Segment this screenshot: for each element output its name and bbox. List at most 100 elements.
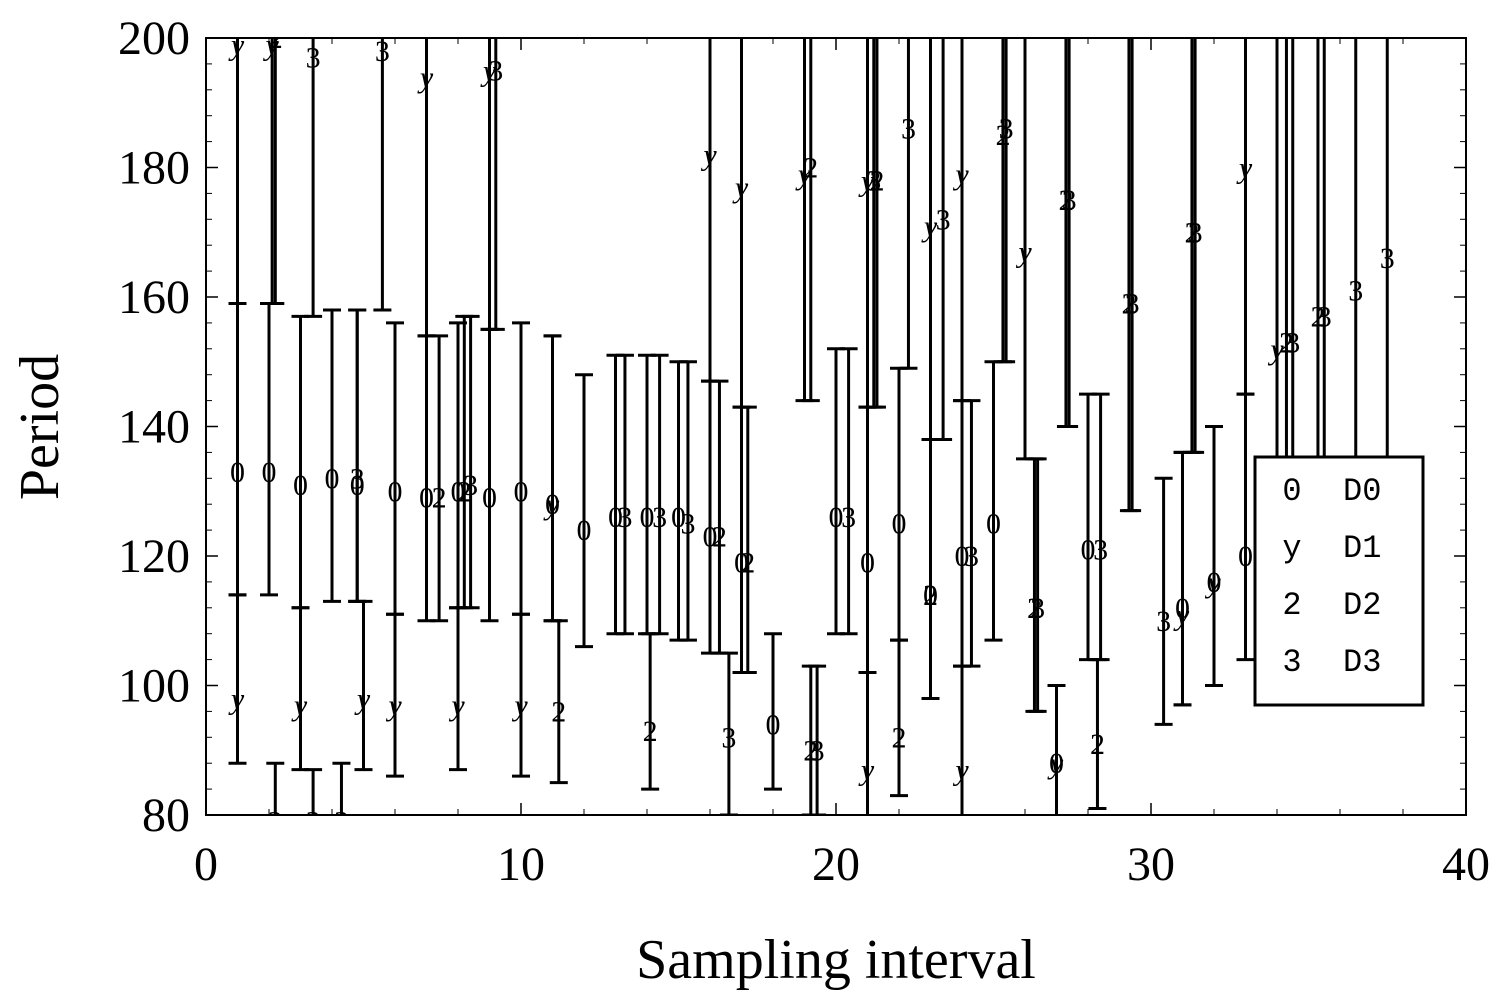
plot-marks: 00000000000000000000000000000yyyyyyyyyyy…	[228, 22, 1397, 838]
y-tick-label: 100	[118, 660, 190, 713]
data-point-marker: 3	[1285, 326, 1300, 359]
y-tick-label: 140	[118, 401, 190, 454]
data-point-marker: y	[858, 164, 875, 197]
data-point-marker: 0	[766, 708, 781, 741]
data-point-marker: y	[480, 54, 497, 87]
data-point-marker: y	[1204, 566, 1221, 599]
data-point-marker: y	[1236, 152, 1253, 185]
data-point-marker: 2	[643, 715, 658, 748]
data-point-marker: 3	[1030, 592, 1045, 625]
data-point-marker: 2	[923, 579, 938, 612]
data-point-marker: 0	[892, 508, 907, 541]
x-tick-label: 20	[812, 838, 860, 891]
data-point-marker: 0	[293, 469, 308, 502]
data-point-marker: 0	[671, 501, 686, 534]
data-point-marker: 2	[803, 152, 818, 185]
data-point-marker: y	[858, 754, 875, 787]
data-point-marker: 0	[608, 501, 623, 534]
data-point-marker: y	[700, 139, 717, 172]
y-tick-label: 200	[118, 12, 190, 65]
data-point-marker: 3	[350, 462, 365, 495]
data-point-marker: 2	[457, 475, 472, 508]
data-point-marker: 3	[1156, 605, 1171, 638]
data-point-marker: 0	[703, 521, 718, 554]
data-point-marker: 0	[230, 456, 245, 489]
data-point-marker: 2	[551, 695, 566, 728]
data-point-marker: 2	[740, 546, 755, 579]
data-point-marker: 3	[999, 113, 1014, 146]
y-axis-label: Period	[9, 354, 71, 500]
x-tick-label: 10	[497, 838, 545, 891]
legend-label: D3	[1343, 644, 1381, 681]
y-tick-label: 180	[118, 142, 190, 195]
legend-label: D2	[1343, 587, 1381, 624]
data-point-marker: y	[1173, 598, 1190, 631]
y-tick-label: 80	[142, 789, 190, 842]
x-axis-label: Sampling interval	[636, 929, 1036, 991]
data-point-marker: y	[385, 689, 402, 722]
data-point-marker: y	[795, 158, 812, 191]
y-tick-label: 160	[118, 271, 190, 324]
data-point-marker: 0	[955, 540, 970, 573]
data-point-marker: y	[354, 682, 371, 715]
data-point-marker: 3	[936, 203, 951, 236]
data-point-marker: 3	[652, 501, 667, 534]
series-d3: 3333333333333333333333333333	[304, 38, 1397, 838]
data-point-marker: 0	[388, 475, 403, 508]
data-point-marker: y	[1015, 236, 1032, 269]
data-point-marker: 0	[986, 508, 1001, 541]
data-point-marker: 3	[901, 113, 916, 146]
legend: 0 D0 y D1 2 D2 3 D3	[1253, 455, 1425, 707]
data-point-marker: 3	[1093, 534, 1108, 567]
data-point-marker: 2	[1090, 728, 1105, 761]
legend-label: D1	[1343, 530, 1381, 567]
data-point-marker: y	[1267, 333, 1284, 366]
legend-symbol: y	[1282, 530, 1301, 567]
data-point-marker: 0	[1081, 534, 1096, 567]
data-point-marker: 2	[712, 521, 727, 554]
data-point-marker: 3	[306, 805, 321, 838]
data-point-marker: 3	[617, 501, 632, 534]
data-point-marker: 0	[262, 456, 277, 489]
data-point-marker: 3	[1125, 287, 1140, 320]
legend-symbol: 0	[1282, 473, 1301, 510]
data-point-marker: 3	[1062, 184, 1077, 217]
data-point-marker: y	[543, 488, 560, 521]
data-point-marker: 3	[488, 54, 503, 87]
data-point-marker: 2	[268, 22, 283, 55]
data-point-marker: y	[291, 689, 308, 722]
data-point-marker: 3	[1380, 242, 1395, 275]
data-point-marker: y	[921, 210, 938, 243]
data-point-marker: 3	[1348, 275, 1363, 308]
legend-label: D0	[1343, 473, 1381, 510]
x-tick-label: 40	[1442, 838, 1490, 891]
axis-ticks	[205, 37, 1467, 816]
legend-symbol: 3	[1282, 644, 1301, 681]
data-point-marker: 0	[577, 514, 592, 547]
data-point-marker: 0	[860, 546, 875, 579]
data-point-marker: 0	[734, 546, 749, 579]
data-point-marker: 0	[451, 475, 466, 508]
legend-symbol: 2	[1282, 587, 1301, 624]
series-d2: 222222222222222222222	[266, 22, 1327, 815]
data-point-marker: 2	[892, 721, 907, 754]
data-point-marker: 2	[432, 482, 447, 515]
data-point-marker: 3	[463, 469, 478, 502]
data-point-marker: 3	[334, 805, 349, 838]
data-point-marker: 0	[482, 482, 497, 515]
data-point-marker: y	[511, 689, 528, 722]
x-tick-label: 30	[1127, 838, 1175, 891]
data-point-marker: 2	[1279, 326, 1294, 359]
data-point-marker: 3	[841, 501, 856, 534]
y-tick-label: 120	[118, 530, 190, 583]
data-point-marker: y	[1047, 747, 1064, 780]
data-point-marker: 3	[866, 164, 881, 197]
data-point-marker: y	[448, 689, 465, 722]
data-point-marker: 3	[721, 721, 736, 754]
data-point-marker: y	[952, 754, 969, 787]
data-point-marker: 3	[810, 734, 825, 767]
x-tick-label: 0	[194, 838, 218, 891]
